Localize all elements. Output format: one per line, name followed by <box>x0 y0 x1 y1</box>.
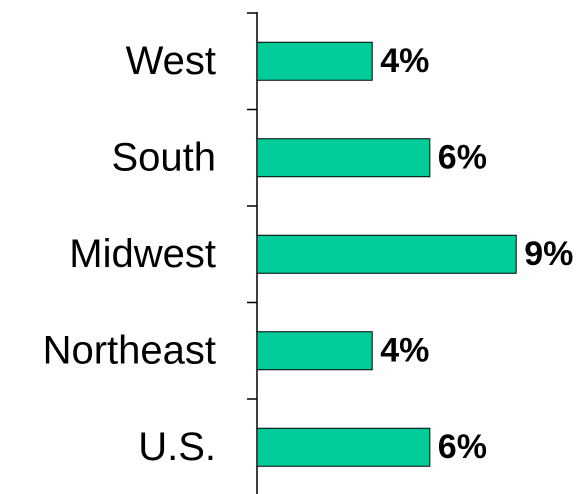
bar <box>256 427 431 467</box>
value-label: 6% <box>438 139 487 177</box>
category-label: South <box>111 135 216 179</box>
value-label: 6% <box>438 428 487 466</box>
category-label: Northeast <box>43 328 216 372</box>
bar <box>256 234 517 274</box>
value-label: 9% <box>524 235 573 273</box>
value-label: 4% <box>380 42 429 80</box>
bar <box>256 331 373 371</box>
value-label: 4% <box>380 332 429 370</box>
category-label: Midwest <box>69 232 216 276</box>
category-label: West <box>126 39 216 83</box>
bar <box>256 138 431 178</box>
category-label: U.S. <box>138 425 216 469</box>
bar <box>256 41 373 81</box>
